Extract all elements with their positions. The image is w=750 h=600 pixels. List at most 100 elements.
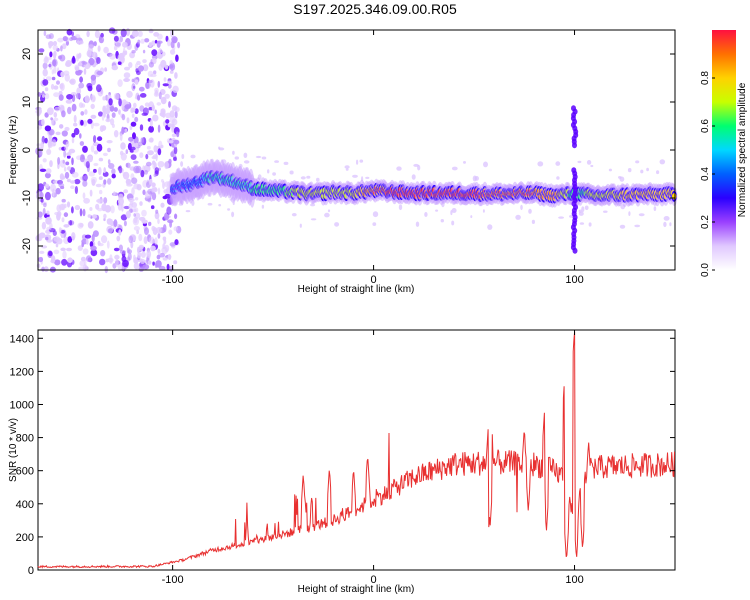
noise-speckle bbox=[141, 112, 148, 117]
noise-speckle bbox=[628, 211, 631, 217]
noise-speckle bbox=[88, 57, 95, 66]
noise-speckle bbox=[104, 108, 111, 115]
noise-speckle bbox=[46, 210, 50, 216]
noise-speckle bbox=[147, 150, 154, 156]
vertical-feature bbox=[571, 167, 577, 174]
vertical-feature bbox=[571, 105, 576, 112]
noise-speckle bbox=[78, 82, 85, 89]
noise-speckle bbox=[71, 57, 76, 64]
noise-speckle bbox=[83, 68, 87, 75]
noise-speckle bbox=[232, 150, 235, 155]
noise-speckle bbox=[94, 30, 100, 39]
noise-speckle bbox=[110, 118, 115, 126]
noise-speckle bbox=[98, 167, 102, 175]
noise-speckle bbox=[140, 251, 146, 258]
noise-speckle bbox=[63, 166, 67, 172]
noise-speckle bbox=[440, 219, 444, 223]
noise-speckle bbox=[118, 244, 123, 252]
noise-speckle bbox=[58, 227, 62, 233]
colorbar-bar bbox=[712, 30, 736, 270]
noise-speckle bbox=[152, 227, 158, 236]
noise-speckle bbox=[482, 209, 485, 213]
noise-speckle bbox=[51, 255, 56, 264]
colorbar: 0.0 0.2 0.4 0.6 0.8 Normalized spectral ampl… bbox=[700, 30, 748, 277]
spectrogram-noise-layer bbox=[35, 27, 674, 274]
noise-speckle bbox=[310, 218, 317, 221]
noise-speckle bbox=[117, 53, 124, 62]
colorbar-tick-label: 0.0 bbox=[700, 263, 711, 277]
colorbar-tick-label: 0.6 bbox=[700, 119, 711, 133]
noise-speckle bbox=[255, 155, 262, 159]
noise-speckle bbox=[115, 258, 119, 267]
noise-speckle bbox=[170, 151, 175, 158]
noise-speckle bbox=[43, 30, 47, 36]
noise-speckle bbox=[159, 112, 164, 117]
noise-speckle bbox=[38, 256, 44, 263]
noise-speckle bbox=[60, 175, 66, 180]
noise-speckle bbox=[125, 178, 132, 185]
noise-speckle bbox=[43, 202, 47, 208]
noise-speckle bbox=[122, 172, 126, 177]
noise-speckle bbox=[45, 216, 52, 225]
noise-speckle bbox=[53, 236, 61, 242]
noise-speckle bbox=[435, 209, 439, 212]
noise-speckle bbox=[58, 183, 65, 188]
noise-speckle bbox=[155, 209, 159, 214]
figure-title: S197.2025.346.09.00.R05 bbox=[293, 1, 457, 17]
noise-speckle bbox=[53, 117, 59, 122]
noise-speckle bbox=[520, 204, 523, 211]
noise-speckle bbox=[157, 233, 161, 239]
noise-speckle bbox=[124, 104, 132, 109]
noise-speckle bbox=[157, 248, 161, 254]
noise-speckle bbox=[111, 65, 119, 71]
noise-speckle bbox=[157, 33, 163, 40]
noise-speckle bbox=[48, 41, 54, 47]
noise-speckle bbox=[174, 106, 180, 113]
noise-speckle bbox=[90, 245, 97, 251]
noise-speckle bbox=[142, 64, 149, 72]
noise-speckle bbox=[77, 245, 83, 252]
noise-speckle bbox=[162, 243, 166, 250]
noise-speckle bbox=[174, 213, 178, 220]
spectrogram-ridge-layer bbox=[169, 105, 678, 254]
noise-speckle bbox=[66, 155, 71, 159]
noise-speckle bbox=[148, 28, 154, 34]
noise-speckle bbox=[168, 101, 171, 108]
noise-speckle bbox=[243, 152, 248, 158]
noise-speckle bbox=[83, 197, 90, 204]
noise-speckle bbox=[53, 65, 57, 74]
noise-speckle bbox=[86, 255, 92, 262]
noise-speckle bbox=[165, 119, 170, 124]
noise-speckle bbox=[316, 177, 320, 182]
noise-speckle bbox=[139, 201, 143, 206]
noise-speckle bbox=[139, 124, 144, 131]
noise-speckle bbox=[47, 107, 54, 116]
noise-speckle bbox=[103, 197, 108, 204]
noise-speckle bbox=[74, 204, 81, 211]
noise-speckle bbox=[52, 45, 58, 51]
noise-speckle bbox=[42, 79, 49, 86]
noise-speckle bbox=[173, 226, 179, 231]
noise-speckle bbox=[84, 175, 88, 181]
noise-speckle bbox=[127, 256, 130, 262]
colorbar-ticks: 0.0 0.2 0.4 0.6 0.8 bbox=[700, 71, 715, 277]
noise-speckle bbox=[175, 54, 179, 62]
noise-speckle bbox=[487, 224, 493, 230]
noise-speckle bbox=[102, 171, 109, 177]
noise-speckle bbox=[73, 122, 78, 127]
noise-speckle bbox=[123, 189, 129, 194]
noise-speckle bbox=[122, 41, 128, 48]
noise-speckle bbox=[90, 74, 97, 81]
noise-speckle bbox=[132, 132, 136, 140]
noise-speckle bbox=[144, 227, 149, 236]
noise-speckle bbox=[97, 45, 101, 52]
noise-speckle bbox=[531, 219, 536, 224]
noise-speckle bbox=[50, 183, 57, 193]
noise-speckle bbox=[58, 94, 64, 101]
noise-speckle bbox=[172, 37, 177, 44]
noise-speckle bbox=[141, 219, 148, 224]
noise-speckle bbox=[142, 264, 150, 270]
noise-speckle bbox=[327, 209, 331, 213]
noise-speckle bbox=[99, 258, 106, 266]
